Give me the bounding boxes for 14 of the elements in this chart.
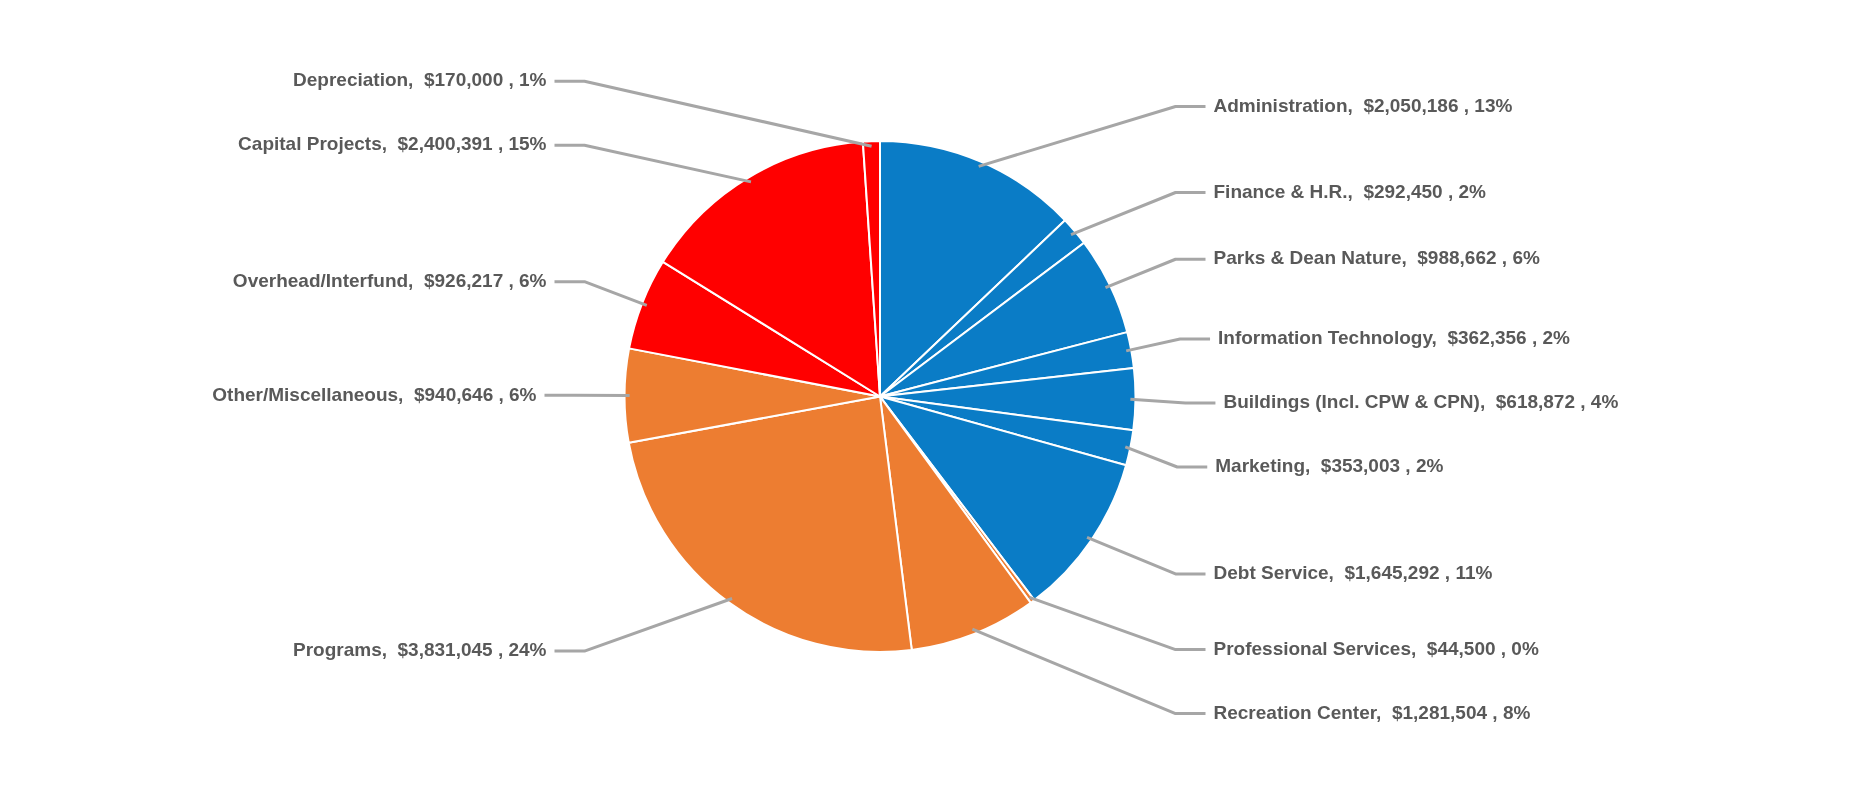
slice-label: Other/Miscellaneous, $940,646 , 6%: [212, 383, 537, 405]
slice-label: Professional Services, $44,500 , 0%: [1213, 637, 1539, 659]
slice-label: Capital Projects, $2,400,391 , 15%: [238, 133, 547, 155]
slice-label: Information Technology, $362,356 , 2%: [1218, 327, 1571, 349]
slice-label: Debt Service, $1,645,292 , 11%: [1213, 562, 1493, 584]
slice-label: Marketing, $353,003 , 2%: [1215, 455, 1444, 477]
slice-label: Recreation Center, $1,281,504 , 8%: [1213, 701, 1531, 723]
slice-label: Administration, $2,050,186 , 13%: [1213, 94, 1513, 116]
slice-label: Overhead/Interfund, $926,217 , 6%: [232, 269, 547, 291]
slice-label: Parks & Dean Nature, $988,662 , 6%: [1213, 247, 1540, 269]
slice-label: Buildings (Incl. CPW & CPN), $618,872 , 4%: [1223, 391, 1619, 413]
slice-label: Finance & H.R., $292,450 , 2%: [1213, 180, 1487, 202]
slice-label: Programs, $3,831,045 , 24%: [293, 639, 547, 661]
slice-label: Depreciation, $170,000 , 1%: [293, 69, 547, 91]
